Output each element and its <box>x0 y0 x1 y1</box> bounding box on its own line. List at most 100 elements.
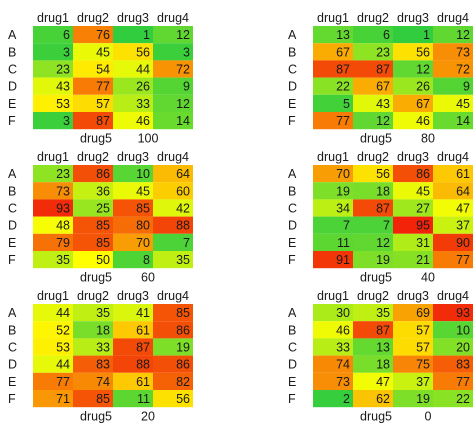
heatmap-cell <box>73 199 113 217</box>
heatmap-cell <box>393 338 433 356</box>
row-label: F <box>8 392 16 406</box>
heatmap-cell <box>113 372 153 390</box>
cell-value: 87 <box>336 63 350 77</box>
cell-value: 18 <box>376 184 390 198</box>
cell-value: 70 <box>136 236 150 250</box>
heatmap-cell <box>33 233 73 251</box>
cell-value: 46 <box>336 323 350 337</box>
heatmap-cell <box>73 165 113 183</box>
heatmap-cell <box>433 216 473 234</box>
heatmap-cell <box>33 251 73 269</box>
heatmap-cell <box>33 216 73 234</box>
cell-value: 86 <box>96 167 110 181</box>
cell-value: 34 <box>336 202 350 216</box>
heatmap-cell <box>113 304 153 322</box>
heatmap-cell <box>113 43 153 61</box>
heatmap-cell <box>433 182 473 200</box>
heatmap-cell <box>393 94 433 112</box>
heatmap-panel-5: drug1 drug2 drug3 drug4 A 44 35 41 85 B 52 18 61 86 C 5… <box>8 289 193 423</box>
cell-value: 6 <box>383 28 390 42</box>
cell-value: 82 <box>176 375 190 389</box>
cell-value: 36 <box>96 184 110 198</box>
cell-value: 72 <box>456 63 470 77</box>
column-label: drug3 <box>117 289 149 303</box>
cell-value: 73 <box>456 45 470 59</box>
heatmap-cell <box>33 77 73 95</box>
heatmap-cell <box>313 390 353 408</box>
cell-value: 27 <box>416 202 430 216</box>
row-label: E <box>288 97 296 111</box>
row-label: D <box>8 358 17 372</box>
cell-value: 77 <box>56 375 70 389</box>
row-label: C <box>8 63 17 77</box>
heatmap-cell <box>353 199 393 217</box>
cell-value: 9 <box>183 80 190 94</box>
cell-value: 80 <box>136 219 150 233</box>
heatmap-cell <box>393 182 433 200</box>
cell-value: 77 <box>96 80 110 94</box>
heatmap-cell <box>153 60 193 78</box>
footer-label: drug5 <box>80 132 112 146</box>
heatmap-cell <box>153 43 193 61</box>
cell-value: 74 <box>96 375 110 389</box>
heatmap-panel-2: drug1 drug2 drug3 drug4 A 13 6 1 12 B 67 23 56 73 C 87 8… <box>288 11 473 146</box>
heatmap-cell <box>353 251 393 269</box>
heatmap-cell <box>73 304 113 322</box>
cell-value: 25 <box>96 202 110 216</box>
heatmap-cell <box>313 182 353 200</box>
cell-value: 95 <box>416 219 430 233</box>
heatmap-cell <box>393 165 433 183</box>
cell-value: 88 <box>136 358 150 372</box>
row-label: A <box>8 306 17 320</box>
heatmap-cell <box>113 216 153 234</box>
cell-value: 75 <box>416 358 430 372</box>
cell-value: 7 <box>383 219 390 233</box>
row-label: C <box>8 341 17 355</box>
heatmap-cell <box>73 321 113 339</box>
footer-value: 100 <box>138 132 159 146</box>
cell-value: 19 <box>416 392 430 406</box>
cell-value: 61 <box>136 375 150 389</box>
column-label: drug2 <box>77 150 109 164</box>
cell-value: 64 <box>176 167 190 181</box>
heatmap-cell <box>433 338 473 356</box>
cell-value: 57 <box>416 323 430 337</box>
heatmap-cell <box>73 77 113 95</box>
cell-value: 83 <box>96 358 110 372</box>
cell-value: 70 <box>336 167 350 181</box>
heatmap-cell <box>153 304 193 322</box>
heatmap-cell <box>393 216 433 234</box>
cell-value: 53 <box>56 97 70 111</box>
heatmap-cell <box>153 216 193 234</box>
footer-value: 40 <box>421 271 435 285</box>
heatmap-cell <box>73 390 113 408</box>
cell-value: 60 <box>176 184 190 198</box>
cell-value: 35 <box>376 306 390 320</box>
cell-value: 12 <box>416 63 430 77</box>
heatmap-cell <box>353 94 393 112</box>
column-label: drug4 <box>157 289 189 303</box>
cell-value: 9 <box>463 80 470 94</box>
cell-value: 50 <box>96 253 110 267</box>
cell-value: 71 <box>56 392 70 406</box>
cell-value: 88 <box>176 219 190 233</box>
footer-label: drug5 <box>80 271 112 285</box>
cell-value: 33 <box>96 341 110 355</box>
column-label: drug2 <box>357 289 389 303</box>
footer-value: 20 <box>141 410 155 423</box>
cell-value: 87 <box>376 63 390 77</box>
cell-value: 85 <box>176 306 190 320</box>
cell-value: 42 <box>176 202 190 216</box>
cell-value: 85 <box>96 219 110 233</box>
heatmap-cell <box>73 43 113 61</box>
cell-value: 10 <box>456 323 470 337</box>
cell-value: 12 <box>376 236 390 250</box>
heatmap-cell <box>353 216 393 234</box>
cell-value: 93 <box>456 306 470 320</box>
heatmap-cell <box>153 390 193 408</box>
cell-value: 5 <box>343 97 350 111</box>
cell-value: 74 <box>336 358 350 372</box>
heatmap-cell <box>393 251 433 269</box>
heatmap-cell <box>113 60 153 78</box>
row-label: C <box>288 63 297 77</box>
